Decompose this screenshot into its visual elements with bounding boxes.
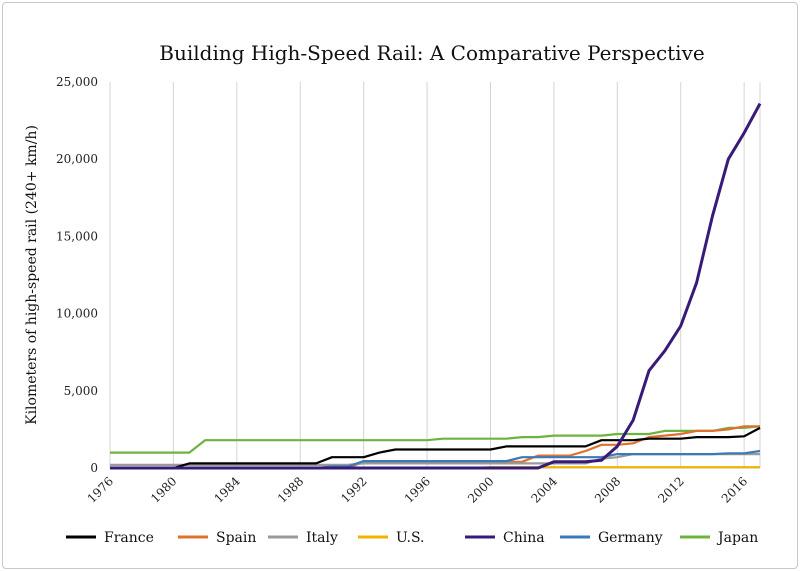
legend-label-china: China bbox=[503, 530, 545, 546]
legend-label-japan: Japan bbox=[716, 530, 758, 546]
legend-label-us: U.S. bbox=[396, 530, 425, 546]
x-tick-label-1988: 1988 bbox=[275, 474, 306, 505]
grid bbox=[109, 82, 761, 468]
x-tick-label-1984: 1984 bbox=[211, 474, 243, 506]
series-line-japan bbox=[110, 425, 761, 454]
legend-label-spain: Spain bbox=[216, 530, 256, 546]
x-tick-label-1996: 1996 bbox=[402, 474, 433, 505]
legend-label-germany: Germany bbox=[598, 530, 663, 546]
legend: France Spain Italy U.S. China Germany Japan bbox=[66, 530, 758, 546]
x-tick-label-2012: 2012 bbox=[655, 474, 686, 505]
series-line-france bbox=[110, 426, 761, 470]
y-axis: 0 5,000 10,000 15,000 20,000 25,000 bbox=[56, 75, 98, 475]
y-tick-label-25000: 25,000 bbox=[56, 75, 98, 89]
x-tick-label-1992: 1992 bbox=[338, 474, 369, 505]
legend-label-france: France bbox=[104, 530, 154, 546]
x-tick-label-2008: 2008 bbox=[592, 474, 623, 505]
x-tick-label-1976: 1976 bbox=[85, 474, 116, 505]
x-axis: 1976 1980 1984 1988 1992 1996 2000 2004 2008 2012… bbox=[85, 467, 760, 506]
y-axis-label: Kilometers of high-speed rail (240+ km/h… bbox=[24, 125, 40, 425]
chart-title: Building High-Speed Rail: A Comparative … bbox=[159, 41, 704, 65]
series-line-china bbox=[110, 102, 762, 470]
x-tick-label-2004: 2004 bbox=[529, 474, 561, 506]
x-tick-label-2000: 2000 bbox=[465, 474, 496, 505]
series-group bbox=[110, 102, 762, 470]
y-tick-label-5000: 5,000 bbox=[64, 384, 98, 398]
y-tick-label-20000: 20,000 bbox=[56, 152, 98, 166]
y-tick-label-10000: 10,000 bbox=[56, 307, 98, 321]
x-tick-label-1980: 1980 bbox=[148, 474, 179, 505]
x-tick-label-2016: 2016 bbox=[719, 474, 750, 505]
y-tick-label-0: 0 bbox=[90, 461, 98, 475]
legend-label-italy: Italy bbox=[306, 530, 338, 546]
y-tick-label-15000: 15,000 bbox=[56, 229, 98, 243]
